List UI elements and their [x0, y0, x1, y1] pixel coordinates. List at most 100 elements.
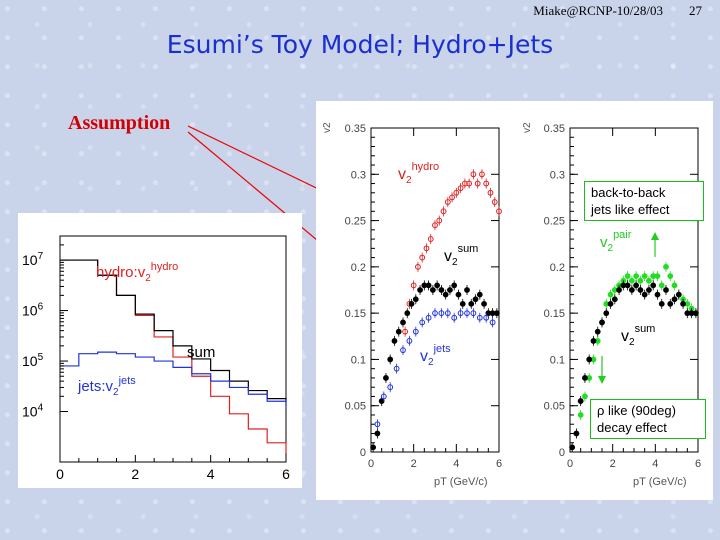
mid-hydro-label: v2hydro	[398, 161, 439, 186]
mid-point-1	[395, 328, 402, 335]
spectrum-curve-1	[60, 259, 287, 406]
right-point-1	[582, 375, 588, 381]
mid-point-2	[476, 314, 483, 321]
mid-point-2	[438, 310, 445, 317]
mid-point-0	[491, 199, 498, 205]
right-point-1	[641, 291, 648, 298]
mid-point-1	[391, 338, 398, 344]
right-point-1	[633, 282, 640, 289]
spectrum-curve-2	[60, 351, 287, 408]
callout-bottom-line-2: decay effect	[597, 420, 667, 435]
right-ylabel: v2	[522, 122, 533, 133]
v2-charts: v2 pT (GeV/c) 0 2 4 6 0 0.05 0.1 0.15 0.2 0.25 0.3…	[322, 122, 701, 488]
mid-point-0	[427, 236, 434, 242]
right-point-0	[637, 277, 644, 284]
right-point-1	[624, 282, 631, 289]
mid-point-1	[476, 291, 483, 298]
mid-point-1	[447, 287, 453, 293]
mid-point-2	[406, 338, 413, 344]
mid-point-2	[457, 310, 464, 317]
right-x-tick-label-2: 4	[652, 458, 658, 470]
spectrum-curve-0	[60, 259, 287, 454]
right-point-0	[654, 273, 661, 280]
x-tick-label-3: 6	[282, 466, 290, 482]
author-date: Miake@RCNP-10/28/03	[533, 3, 663, 18]
mid-point-1	[374, 430, 381, 437]
mid-point-0	[449, 194, 455, 201]
sum-label: sum	[187, 344, 215, 361]
mid-point-1	[408, 300, 415, 307]
mid-y-tick-label-3: 0.15	[345, 308, 366, 320]
mid-point-2	[380, 393, 387, 400]
right-point-1	[628, 287, 635, 293]
mid-point-0	[496, 208, 502, 215]
mid-point-0	[436, 217, 443, 224]
y-tick-label-0: 104	[22, 403, 44, 420]
right-point-1	[607, 300, 614, 307]
right-point-0	[607, 291, 614, 298]
right-point-0	[577, 412, 584, 418]
mid-point-2	[412, 328, 419, 335]
right-points	[569, 261, 699, 453]
right-sum-label: v2sum	[621, 323, 655, 348]
mid-point-0	[419, 254, 426, 261]
right-point-1	[637, 287, 644, 293]
mid-point-1	[493, 310, 500, 317]
mid-point-1	[400, 319, 406, 326]
right-y-tick-label-2: 0.1	[550, 354, 565, 366]
right-point-1	[590, 338, 597, 344]
mid-point-0	[410, 282, 417, 289]
callout-top-line-1: back-to-back	[591, 185, 666, 200]
mid-point-0	[440, 208, 447, 215]
right-x-tick-label-3: 6	[695, 458, 701, 470]
right-y-tick-label-5: 0.25	[544, 216, 565, 228]
right-point-1	[616, 287, 622, 293]
jets-label: jets:v2jets	[77, 375, 136, 398]
right-point-1	[654, 291, 661, 298]
pair-up-arrowhead	[651, 232, 659, 240]
mid-point-2	[489, 319, 496, 326]
mid-point-2	[444, 310, 451, 317]
right-point-1	[603, 310, 610, 317]
right-point-0	[658, 282, 665, 289]
right-point-1	[671, 296, 678, 303]
mid-point-2	[470, 310, 477, 317]
right-point-1	[675, 291, 682, 298]
mid-point-2	[400, 347, 406, 354]
right-point-1	[680, 300, 686, 307]
mid-point-1	[455, 291, 462, 298]
right-point-1	[577, 398, 584, 404]
right-ticks: 0 2 4 6 0 0.05 0.1 0.15 0.2 0.25 0.3 0.35	[544, 123, 701, 470]
mid-points	[370, 169, 502, 453]
right-pair-label: v2pair	[600, 229, 632, 254]
right-point-1	[611, 296, 618, 303]
mid-point-2	[425, 314, 432, 321]
right-point-0	[628, 277, 635, 284]
right-xlabel: pT (GeV/c)	[633, 476, 687, 488]
mid-point-1	[429, 287, 436, 293]
right-point-1	[586, 356, 593, 363]
slide-header: Miake@RCNP-10/28/03 27	[533, 3, 702, 19]
right-x-tick-label-1: 2	[610, 458, 616, 470]
right-point-1	[667, 300, 674, 307]
mid-point-1	[378, 398, 385, 404]
mid-point-0	[461, 180, 468, 187]
mid-y-tick-label-4: 0.2	[351, 262, 366, 274]
back-to-back-callout: back-to-back jets like effect	[584, 181, 704, 221]
mid-point-0	[483, 180, 490, 187]
mid-point-1	[404, 310, 411, 317]
mid-point-2	[387, 384, 394, 391]
mid-point-1	[417, 287, 423, 293]
mid-xlabel: pT (GeV/c)	[434, 476, 488, 488]
right-point-1	[650, 282, 657, 289]
mid-point-2	[483, 314, 490, 321]
mid-point-2	[419, 319, 426, 326]
right-point-1	[573, 430, 580, 437]
mid-y-tick-label-5: 0.25	[345, 216, 366, 228]
spectra-ticks: 0 2 4 6 104 105 106 107	[22, 235, 290, 482]
mid-y-tick-label-2: 0.1	[351, 354, 366, 366]
v2-panel: v2 pT (GeV/c) 0 2 4 6 0 0.05 0.1 0.15 0.2 0.25 0.3…	[316, 101, 713, 500]
mid-y-tick-label-7: 0.35	[345, 123, 366, 135]
right-point-1	[646, 287, 652, 293]
mid-point-1	[434, 282, 441, 289]
